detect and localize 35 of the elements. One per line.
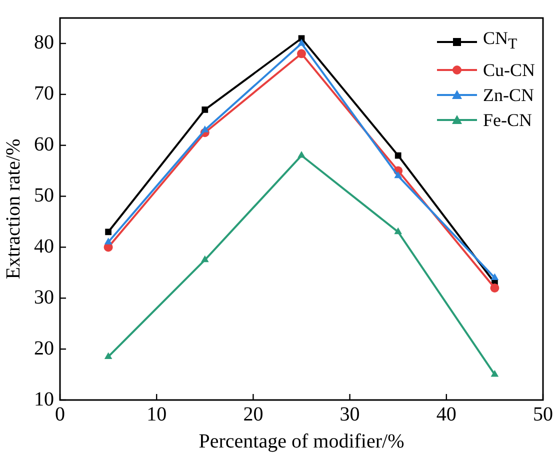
point xyxy=(105,228,112,236)
y-axis-title: Extraction rate/% xyxy=(2,138,24,280)
x-tick-label: 0 xyxy=(55,403,65,426)
y-tick-label: 80 xyxy=(34,32,54,54)
point xyxy=(298,151,306,158)
point xyxy=(298,38,306,46)
legend-label: Cu-CN xyxy=(482,58,535,82)
point xyxy=(297,49,306,58)
y-tick-label: 10 xyxy=(34,388,54,410)
x-tick-label: 30 xyxy=(340,403,360,426)
y-tick-label: 20 xyxy=(34,337,54,360)
legend-label: Zn-CN xyxy=(482,84,534,107)
point xyxy=(104,238,112,244)
y-tick-label: 30 xyxy=(34,286,54,308)
y-tick-label: 60 xyxy=(34,134,54,156)
point xyxy=(201,126,209,132)
point xyxy=(202,106,208,113)
point xyxy=(394,227,402,234)
x-tick-label: 10 xyxy=(146,403,167,426)
x-axis-title: Percentage of modifier/% xyxy=(198,430,404,452)
point xyxy=(394,152,402,159)
legend-label: CN$_{T}$ xyxy=(482,27,518,55)
point xyxy=(490,370,499,377)
y-tick-label: 70 xyxy=(34,82,54,105)
point xyxy=(104,352,112,359)
x-tick-label: 20 xyxy=(243,403,264,426)
y-tick-label: 50 xyxy=(34,184,54,207)
point xyxy=(201,255,209,262)
y-tick-label: 40 xyxy=(34,235,54,258)
x-tick-label: 50 xyxy=(533,403,553,426)
point xyxy=(490,283,500,292)
point xyxy=(490,273,499,280)
point xyxy=(394,171,402,178)
x-tick-label: 40 xyxy=(436,403,456,426)
legend-label: Fe-CN xyxy=(482,108,532,132)
